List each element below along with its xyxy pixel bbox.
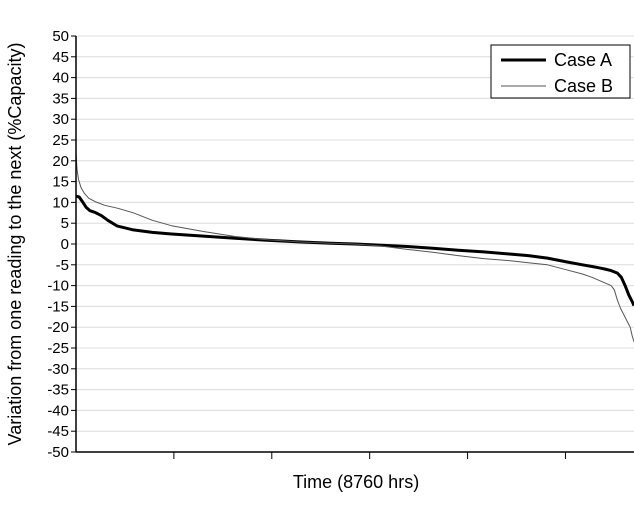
y-tick-label: -15 xyxy=(47,298,69,315)
y-tick-label: 30 xyxy=(52,111,69,128)
y-tick-label: -20 xyxy=(47,319,69,336)
y-tick-label: -30 xyxy=(47,361,69,378)
y-tick-label: -5 xyxy=(56,257,69,274)
y-tick-label: -35 xyxy=(47,382,69,399)
y-ticks: 50454035302520151050-5-10-15-20-25-30-35… xyxy=(47,28,76,461)
y-tick-label: 50 xyxy=(52,28,69,45)
legend: Case A Case B xyxy=(490,44,631,99)
y-tick-label: -10 xyxy=(47,278,69,295)
x-axis-title: Time (8760 hrs) xyxy=(293,472,419,492)
y-tick-label: 5 xyxy=(61,215,69,232)
x-ticks xyxy=(173,452,566,459)
y-tick-label: 0 xyxy=(61,236,69,253)
gridlines xyxy=(76,35,634,432)
y-tick-label: -40 xyxy=(47,402,69,419)
series-line-case-b xyxy=(75,152,634,342)
y-tick-label: 45 xyxy=(52,49,69,66)
legend-label-case-b: Case B xyxy=(554,76,613,96)
y-tick-label: -50 xyxy=(47,444,69,461)
y-tick-label: -25 xyxy=(47,340,69,357)
y-tick-label: 10 xyxy=(52,194,69,211)
legend-box xyxy=(490,44,631,99)
legend-label-case-a: Case A xyxy=(554,50,612,70)
series-line-case-a xyxy=(75,194,634,307)
y-tick-label: 25 xyxy=(52,132,69,149)
series-lines xyxy=(75,152,634,342)
y-tick-label: 15 xyxy=(52,174,69,191)
y-tick-label: 40 xyxy=(52,70,69,87)
y-tick-label: 20 xyxy=(52,153,69,170)
y-tick-label: -45 xyxy=(47,423,69,440)
y-tick-label: 35 xyxy=(52,90,69,107)
y-axis-title: Variation from one reading to the next (… xyxy=(5,43,25,446)
